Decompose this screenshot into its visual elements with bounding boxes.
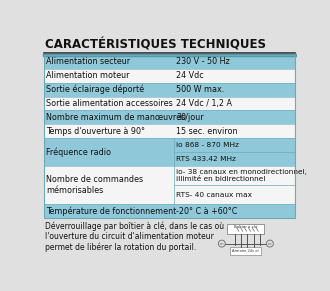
Text: Nombre de commandes
mémorisables: Nombre de commandes mémorisables (46, 175, 143, 195)
Bar (44, 83, 295, 97)
Bar (44, 124, 295, 138)
Bar (44, 55, 295, 218)
Text: Temps d'ouverture à 90°: Temps d'ouverture à 90° (46, 127, 145, 136)
Text: Nombre maximum de manœuvres/jour: Nombre maximum de manœuvres/jour (46, 113, 204, 122)
Text: Sortie éclairage déporté: Sortie éclairage déporté (46, 85, 144, 94)
Bar (44, 110, 295, 124)
Text: 500 W max.: 500 W max. (177, 85, 225, 94)
Text: m: m (220, 242, 224, 246)
Text: m: m (268, 242, 272, 246)
Text: Alimentation moteur: Alimentation moteur (46, 71, 129, 80)
Bar (44, 166, 295, 204)
Text: 30: 30 (177, 113, 186, 122)
Text: 230 V - 50 Hz: 230 V - 50 Hz (177, 57, 230, 66)
Text: RTS- 40 canaux max: RTS- 40 canaux max (177, 192, 252, 198)
Bar (227, 223, 264, 234)
Text: Sortie alimentation accessoires: Sortie alimentation accessoires (46, 99, 173, 108)
Text: Armoire 24v el.: Armoire 24v el. (232, 249, 260, 253)
Bar (44, 138, 295, 166)
Text: 24 Vdc: 24 Vdc (177, 71, 204, 80)
Text: 24 Vdc / 1,2 A: 24 Vdc / 1,2 A (177, 99, 232, 108)
Text: RTS 433.42 MHz: RTS 433.42 MHz (177, 156, 237, 162)
Text: -20° C à +60°C: -20° C à +60°C (177, 207, 238, 216)
Text: io- 38 canaux en monodirectionnel,
illimité en bidirectionnel: io- 38 canaux en monodirectionnel, illim… (177, 169, 307, 182)
Text: Fréquence radio: Fréquence radio (46, 147, 111, 157)
Text: Déverrouillage par boîtier à clé, dans le cas où
l'ouverture du circuit d'alimen: Déverrouillage par boîtier à clé, dans l… (45, 221, 224, 252)
Bar (44, 69, 295, 83)
Bar (44, 55, 295, 69)
Text: Alimentation secteur: Alimentation secteur (46, 57, 130, 66)
Text: Température de fonctionnement: Température de fonctionnement (46, 207, 176, 216)
Text: 15 sec. environ: 15 sec. environ (177, 127, 238, 136)
Text: Boîtier à clé: Boîtier à clé (234, 226, 257, 230)
Bar (44, 204, 295, 218)
Bar (230, 247, 261, 255)
Text: CARACTÉRISTIQUES TECHNIQUES: CARACTÉRISTIQUES TECHNIQUES (45, 38, 266, 51)
Bar (44, 97, 295, 110)
Text: io 868 - 870 MHz: io 868 - 870 MHz (177, 142, 240, 148)
